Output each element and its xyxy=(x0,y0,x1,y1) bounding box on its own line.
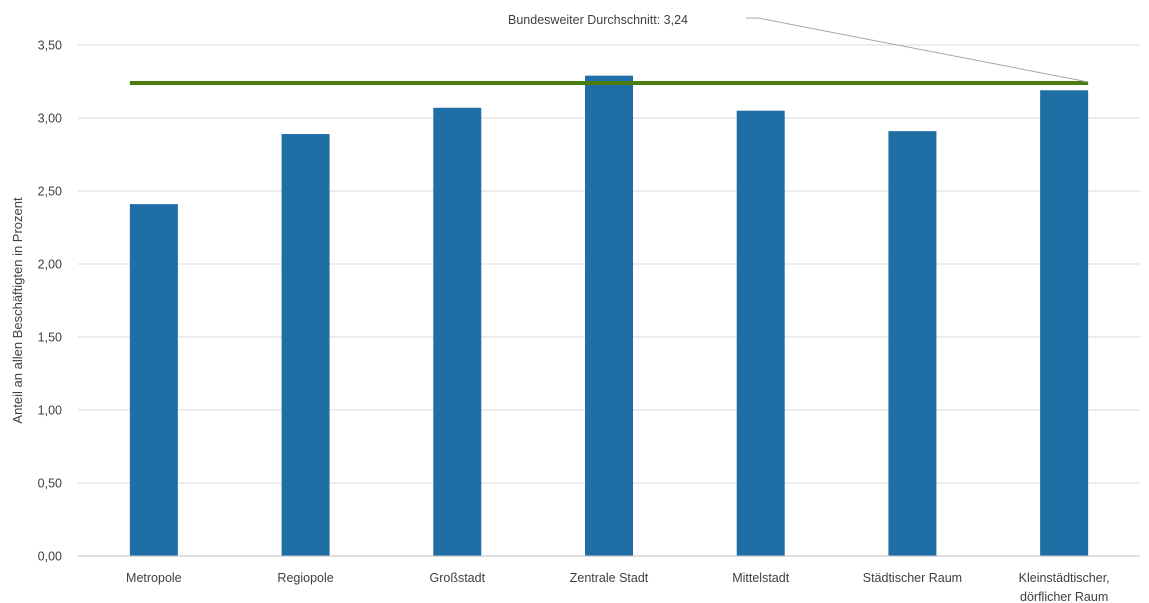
x-category-label-line: dörflicher Raum xyxy=(1020,590,1108,603)
bar xyxy=(1040,90,1089,556)
x-category-label-line: Mittelstadt xyxy=(732,571,789,585)
x-category-label: Großstadt xyxy=(429,571,485,585)
y-axis-ticks: 0,00 0,50 1,00 1,50 2,00 2,50 3,00 3,50 xyxy=(38,39,62,564)
y-tick-label: 2,00 xyxy=(38,258,62,272)
y-tick-label: 1,50 xyxy=(38,331,62,345)
y-tick-label: 1,00 xyxy=(38,404,62,418)
bars xyxy=(129,75,1089,556)
x-category-label: Metropole xyxy=(126,571,182,585)
x-category-label: Mittelstadt xyxy=(732,571,789,585)
reference-line-group: Bundesweiter Durchschnitt: 3,24 xyxy=(129,13,1089,85)
x-axis-categories: Metropole Regiopole Großstadt Zentrale Stad… xyxy=(126,571,1110,603)
reference-leader-line xyxy=(746,17,1089,83)
reference-line-label: Bundesweiter Durchschnitt: 3,24 xyxy=(508,13,688,27)
x-category-label: Zentrale Stadt xyxy=(570,571,649,585)
x-category-label-line: Metropole xyxy=(126,571,182,585)
x-category-label: Kleinstädtischer, dörflicher Raum xyxy=(1019,571,1110,603)
bar xyxy=(888,131,937,556)
y-tick-label: 2,50 xyxy=(38,185,62,199)
bar xyxy=(736,110,785,556)
y-tick-label: 3,00 xyxy=(38,112,62,126)
x-category-label-line: Kleinstädtischer, xyxy=(1019,571,1110,585)
bar xyxy=(281,134,330,556)
bar xyxy=(129,204,178,556)
bar xyxy=(433,107,482,556)
y-tick-label: 3,50 xyxy=(38,39,62,53)
bar xyxy=(585,75,633,556)
y-tick-label: 0,50 xyxy=(38,477,62,491)
y-axis-title: Anteil an allen Beschäftigten in Prozent xyxy=(10,197,25,424)
x-category-label-line: Städtischer Raum xyxy=(863,571,962,585)
y-tick-label: 0,00 xyxy=(38,550,62,564)
x-category-label-line: Großstadt xyxy=(429,571,485,585)
x-category-label: Städtischer Raum xyxy=(863,571,962,585)
x-category-label: Regiopole xyxy=(277,571,333,585)
x-category-label-line: Regiopole xyxy=(277,571,333,585)
x-category-label-line: Zentrale Stadt xyxy=(570,571,649,585)
